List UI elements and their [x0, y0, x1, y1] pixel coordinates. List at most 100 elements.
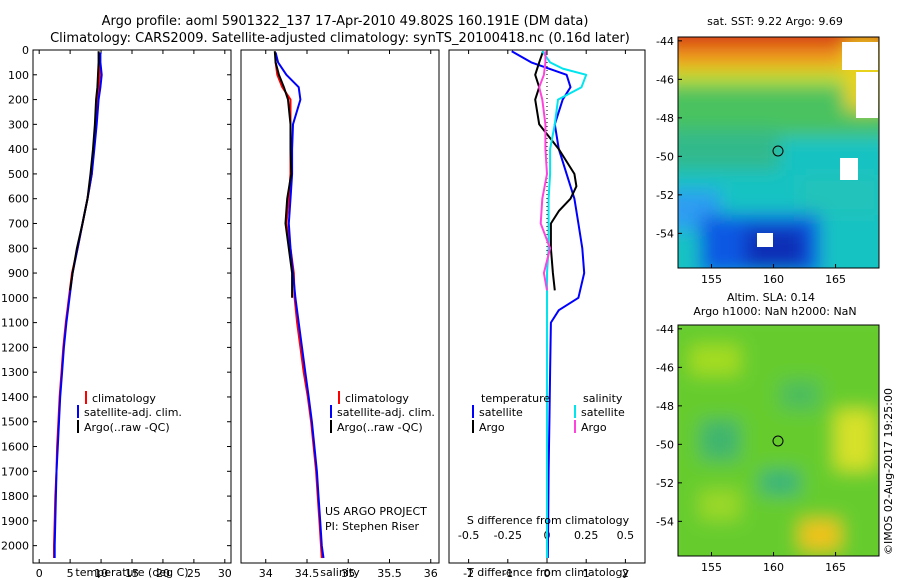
- y-tick-label: 700: [8, 217, 29, 230]
- y-tick-label: 800: [8, 242, 29, 255]
- map-y-tick-label: -50: [656, 438, 674, 451]
- sst-map-title: sat. SST: 9.22 Argo: 9.69: [707, 15, 843, 28]
- map-x-tick-label: 165: [825, 561, 846, 574]
- map-x-tick-label: 160: [763, 273, 784, 286]
- map-y-tick-label: -54: [656, 515, 674, 528]
- map-y-tick-label: -48: [656, 112, 674, 125]
- map-y-tick-label: -46: [656, 73, 674, 86]
- sla-map-axis-ticks: -44 -46 -48 -50 -52 -54 155 160 165: [656, 323, 846, 574]
- y-tick-label: 1700: [1, 465, 29, 478]
- series-line-3: [538, 51, 552, 291]
- sst-map-panel: sat. SST: 9.22 Argo: 9.69 -44-46-: [656, 15, 880, 286]
- sla-argo-position-marker: [772, 435, 784, 447]
- y-tick-label: 1400: [1, 391, 29, 404]
- salinity-plot-frame: [240, 49, 440, 564]
- x-tick-label: 34: [259, 567, 273, 580]
- sla-map-title-line1: Altim. SLA: 0.14: [727, 291, 815, 304]
- y-tick-label: 100: [8, 69, 29, 82]
- salinity-panel: 34 34.5 35 35.5 36 salinity climatology sate…: [240, 49, 440, 580]
- y-tick-label: 900: [8, 267, 29, 280]
- map-x-tick-label: 165: [825, 273, 846, 286]
- y-tick-label: 500: [8, 168, 29, 181]
- map-y-tick-label: -54: [656, 227, 674, 240]
- legend-label-climatology: climatology: [92, 392, 156, 405]
- map-y-tick-label: -50: [656, 150, 674, 163]
- y-tick-label: 1600: [1, 441, 29, 454]
- sst-argo-position-marker: [772, 145, 784, 157]
- y-tick-label: 1200: [1, 341, 29, 354]
- x-tick-label: -1: [502, 567, 513, 580]
- y-tick-label: 400: [8, 143, 29, 156]
- s-difference-axis-label: S difference from climatology: [467, 514, 630, 527]
- x-tick-label: 30: [218, 567, 232, 580]
- map-y-tick-label: -52: [656, 189, 674, 202]
- map-x-tick-label: 160: [763, 561, 784, 574]
- series-line-1: [274, 52, 325, 559]
- y-tick-label: 200: [8, 94, 29, 107]
- y-tick-label: 0: [22, 44, 29, 57]
- legend-label-s-satellite: satellite: [581, 406, 625, 419]
- map-y-tick-label: -44: [656, 35, 674, 48]
- figure-title-line1: Argo profile: aoml 5901322_137 17-Apr-20…: [102, 14, 589, 29]
- x-tick-label: 2: [622, 567, 629, 580]
- x-tick-label: 1: [583, 567, 590, 580]
- s-x-tick-label: -0.25: [494, 529, 522, 542]
- legend-label-t-satellite: satellite: [479, 406, 523, 419]
- temperature-x-axis-label: temperature (deg C): [75, 566, 188, 579]
- sla-map-frame: [677, 324, 880, 557]
- temperature-axis-ticks: 0100200300400500600700800900100011001200…: [1, 44, 232, 580]
- legend-label-argo: Argo(..raw -QC): [84, 421, 170, 434]
- map-y-tick-label: -44: [656, 323, 674, 336]
- legend-label-climatology: climatology: [345, 392, 409, 405]
- legend-heading-salinity: salinity: [583, 392, 623, 405]
- map-y-tick-label: -52: [656, 477, 674, 490]
- sla-map-title-line2: Argo h1000: NaN h2000: NaN: [693, 305, 856, 318]
- temperature-plot-frame: [32, 49, 232, 564]
- legend-label-satellite: satellite-adj. clim.: [337, 406, 435, 419]
- x-tick-label: 5: [67, 567, 74, 580]
- temperature-series: [53, 51, 103, 558]
- series-line-2: [69, 51, 100, 291]
- sla-map-panel: Altim. SLA: 0.14 Argo h1000: NaN h2000: …: [656, 291, 880, 574]
- x-tick-label: 25: [187, 567, 201, 580]
- legend-label-t-argo: Argo: [479, 421, 505, 434]
- difference-panel: -2 -1 0 1 2-0.5 -0.25 0 0.25 0.5 S difference fr…: [448, 49, 646, 580]
- project-annotation-line1: US ARGO PROJECT: [325, 505, 427, 518]
- series-line-2: [273, 51, 294, 298]
- difference-series: [511, 50, 588, 559]
- x-tick-label: 15: [125, 567, 139, 580]
- x-tick-label: 34.5: [295, 567, 320, 580]
- x-tick-label: 0: [544, 567, 551, 580]
- legend-heading-temperature: temperature: [481, 392, 550, 405]
- x-tick-label: -2: [463, 567, 474, 580]
- salinity-x-axis-label: salinity: [320, 566, 360, 579]
- y-tick-label: 300: [8, 118, 29, 131]
- x-tick-label: 36: [424, 567, 438, 580]
- temperature-legend: climatology satellite-adj. clim. Argo(..…: [77, 391, 182, 434]
- y-tick-label: 1300: [1, 366, 29, 379]
- s-x-tick-label: 0.5: [617, 529, 635, 542]
- x-tick-label: 35: [341, 567, 355, 580]
- sst-map-frame: [677, 36, 880, 269]
- y-tick-label: 600: [8, 193, 29, 206]
- s-x-tick-label: -0.5: [458, 529, 479, 542]
- map-x-tick-label: 155: [701, 561, 722, 574]
- y-tick-label: 1000: [1, 292, 29, 305]
- series-line-2: [541, 50, 588, 558]
- x-tick-label: 20: [156, 567, 170, 580]
- t-difference-axis-label: T difference from climatology: [466, 566, 629, 579]
- x-tick-label: 10: [94, 567, 108, 580]
- temperature-panel: 0100200300400500600700800900100011001200…: [1, 44, 232, 580]
- legend-label-s-argo: Argo: [581, 421, 607, 434]
- x-tick-label: 35.5: [377, 567, 402, 580]
- difference-axis-ticks: -2 -1 0 1 2-0.5 -0.25 0 0.25 0.5: [458, 50, 634, 580]
- legend-label-argo: Argo(..raw -QC): [337, 421, 423, 434]
- s-x-tick-label: 0.25: [574, 529, 599, 542]
- series-line-1: [534, 50, 578, 291]
- y-tick-label: 1800: [1, 490, 29, 503]
- imos-credit: ©IMOS 02-Aug-2017 19:25:00: [882, 388, 895, 555]
- x-tick-label: 0: [36, 567, 43, 580]
- series-line-0: [511, 50, 586, 559]
- project-annotation-line2: PI: Stephen Riser: [325, 520, 420, 533]
- salinity-legend: climatology satellite-adj. clim. Argo(..…: [330, 391, 435, 434]
